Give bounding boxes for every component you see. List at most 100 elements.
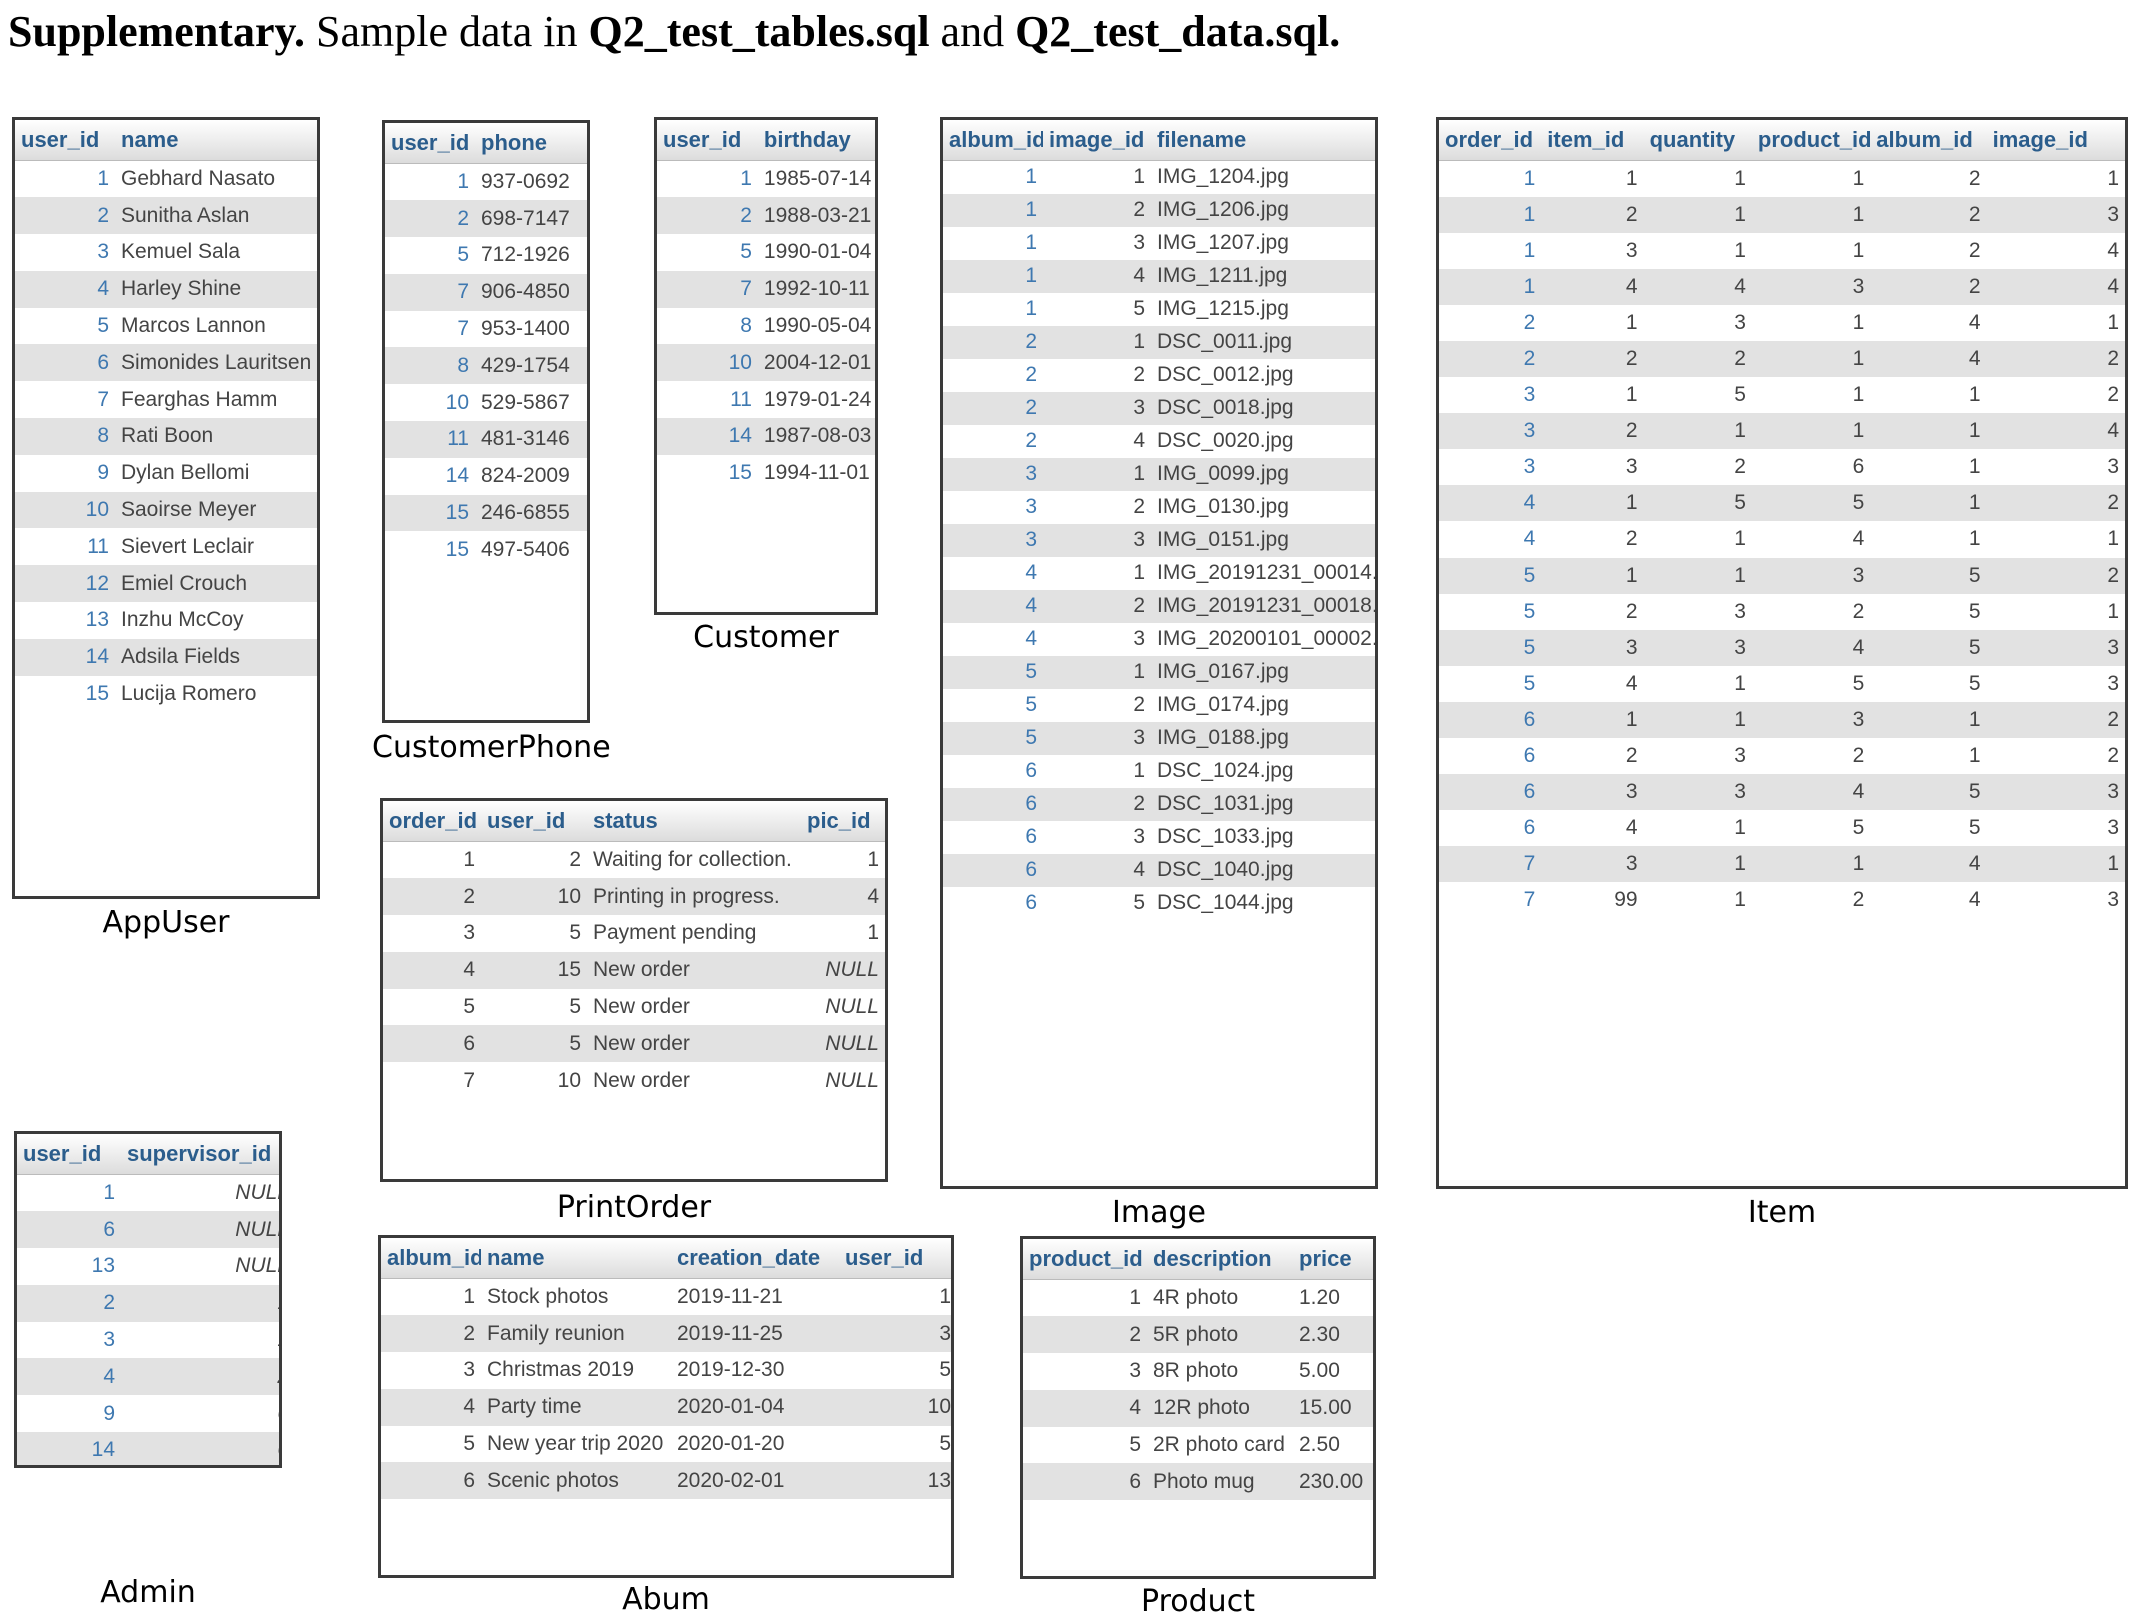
- table-cell: 1: [1541, 701, 1644, 738]
- table-cell: 4R photo: [1153, 1286, 1239, 1310]
- table-cell: 6: [1523, 744, 1536, 768]
- column-header-price[interactable]: price: [1293, 1239, 1373, 1280]
- column-header-user-id[interactable]: user_id: [385, 123, 475, 164]
- table-cell: 1: [943, 259, 1043, 293]
- table-cell: 15: [85, 682, 109, 706]
- table-row: 3 5 Payment pending 1: [383, 915, 885, 952]
- table-row: 3 3 2 6 1 3: [1439, 449, 2125, 485]
- column-header-album-id[interactable]: album_id: [1870, 120, 1987, 161]
- table-cell: 824-2009: [481, 464, 570, 488]
- header-row: product_id description price: [1023, 1239, 1373, 1280]
- table-row: 2 3 DSC_0018.jpg: [943, 391, 1375, 425]
- table-cell: Adsila Fields: [115, 638, 317, 676]
- column-header-order-id[interactable]: order_id: [383, 801, 481, 842]
- table-cell: 1: [1025, 297, 1037, 320]
- column-header-pic-id[interactable]: pic_id: [801, 801, 885, 842]
- table-cell: 1990-01-04: [763, 240, 872, 264]
- table-cell: 14: [657, 418, 758, 455]
- column-header-user-id[interactable]: user_id: [481, 801, 587, 842]
- table-cell: 2: [1023, 1316, 1147, 1354]
- table-cell: 5: [1523, 671, 1536, 695]
- table-cell: Stock photos: [487, 1285, 609, 1309]
- table-cell: 1: [1523, 238, 1536, 262]
- table-row: 6 3 DSC_1033.jpg: [943, 821, 1375, 854]
- table-cell: Party time: [481, 1388, 671, 1426]
- table-cell: 10: [481, 878, 587, 916]
- table-row: 7 99 1 2 4 3: [1439, 882, 2125, 918]
- column-header-image-id[interactable]: image_id: [1043, 120, 1151, 161]
- table-cell: DSC_1024.jpg: [1157, 759, 1294, 782]
- table-cell: 3: [1734, 310, 1746, 334]
- table-cell: 4: [1025, 561, 1037, 584]
- column-header-name[interactable]: name: [115, 120, 317, 161]
- table-cell: 2: [2107, 383, 2119, 407]
- column-header-user-id[interactable]: user_id: [839, 1238, 951, 1279]
- table-cell: 2: [1043, 589, 1151, 623]
- column-header-description[interactable]: description: [1147, 1239, 1293, 1280]
- table-cell: 497-5406: [481, 537, 570, 561]
- table-cell: 2.30: [1293, 1316, 1373, 1354]
- column-header-product-id[interactable]: product_id: [1751, 120, 1871, 161]
- table-cell: 1: [1870, 701, 1987, 738]
- item-table: order_id item_id quantity product_id album_i…: [1436, 117, 2128, 1189]
- table-row: 3 3 IMG_0151.jpg: [943, 523, 1375, 557]
- table-cell: 6: [1023, 1463, 1147, 1501]
- table-cell: 1: [457, 170, 469, 194]
- column-header-filename[interactable]: filename: [1151, 120, 1375, 161]
- table-cell: 2019-11-25: [671, 1315, 839, 1353]
- column-header-product-id[interactable]: product_id: [1023, 1239, 1147, 1280]
- image-caption: Image: [1112, 1195, 1206, 1230]
- image-table: album_id image_id filename 1 1 IMG_1204.jpg 1 2…: [940, 117, 1378, 1189]
- table-cell: 2: [1133, 693, 1145, 716]
- table-cell: 5: [1870, 774, 1987, 811]
- table-cell: 246-6855: [475, 494, 587, 532]
- table-row: 7 Fearghas Hamm: [15, 381, 317, 418]
- customerphone-grid: user_id phone 1 937-0692 2 698-7147 5 712-1926 7…: [385, 123, 587, 568]
- table-cell: 3: [839, 1315, 951, 1353]
- table-cell: 1: [121, 1322, 279, 1359]
- table-cell: 3: [1133, 231, 1145, 254]
- table-cell: 4: [2107, 238, 2119, 262]
- table-cell: 3: [1541, 846, 1644, 883]
- column-header-image-id[interactable]: image_id: [1986, 120, 2125, 161]
- table-cell: 6: [1439, 701, 1542, 738]
- column-header-name[interactable]: name: [481, 1238, 671, 1279]
- customer-grid: user_id birthday 1 1985-07-14 2 1988-03-21 5 19…: [657, 120, 875, 492]
- column-header-album-id[interactable]: album_id: [943, 120, 1043, 161]
- table-cell: 4: [383, 951, 481, 989]
- table-cell: IMG_0167.jpg: [1151, 655, 1375, 689]
- column-header-status[interactable]: status: [587, 801, 801, 842]
- column-header-quantity[interactable]: quantity: [1643, 120, 1752, 161]
- column-header-order-id[interactable]: order_id: [1439, 120, 1542, 161]
- table-cell: 1: [1043, 325, 1151, 359]
- table-cell: 1988-03-21: [757, 197, 875, 235]
- table-row: 1 Stock photos 2019-11-21 1: [381, 1279, 951, 1316]
- table-cell: 4: [1043, 853, 1151, 887]
- table-cell: Saoirse Meyer: [115, 491, 317, 529]
- table-cell: 3: [1523, 383, 1536, 407]
- column-header-birthday[interactable]: birthday: [757, 120, 875, 161]
- table-row: 6 Photo mug 230.00: [1023, 1463, 1373, 1501]
- table-cell: 2: [383, 878, 481, 916]
- table-cell: 1: [1852, 166, 1865, 190]
- header-row: album_id name creation_date user_id: [381, 1238, 951, 1279]
- table-row: 4 15 New order NULL: [383, 951, 885, 989]
- table-cell: 2: [1043, 787, 1151, 821]
- column-header-item-id[interactable]: item_id: [1541, 120, 1644, 161]
- table-cell: 3: [1129, 1359, 1141, 1383]
- column-header-user-id[interactable]: user_id: [17, 1134, 121, 1175]
- table-cell: 2: [1986, 340, 2125, 378]
- column-header-creation-date[interactable]: creation_date: [671, 1238, 839, 1279]
- column-header-album-id[interactable]: album_id: [381, 1238, 481, 1279]
- table-cell: 8: [15, 418, 115, 455]
- table-cell: 12R photo: [1147, 1389, 1293, 1427]
- column-header-user-id[interactable]: user_id: [657, 120, 758, 161]
- column-header-user-id[interactable]: user_id: [15, 120, 115, 161]
- table-cell: 2: [1870, 196, 1987, 233]
- table-cell: 1: [1734, 671, 1746, 695]
- table-cell: 2: [1968, 238, 1981, 262]
- column-header-supervisor-id[interactable]: supervisor_id: [121, 1134, 279, 1175]
- column-header-phone[interactable]: phone: [475, 123, 587, 164]
- table-row: 3 Christmas 2019 2019-12-30 5: [381, 1352, 951, 1389]
